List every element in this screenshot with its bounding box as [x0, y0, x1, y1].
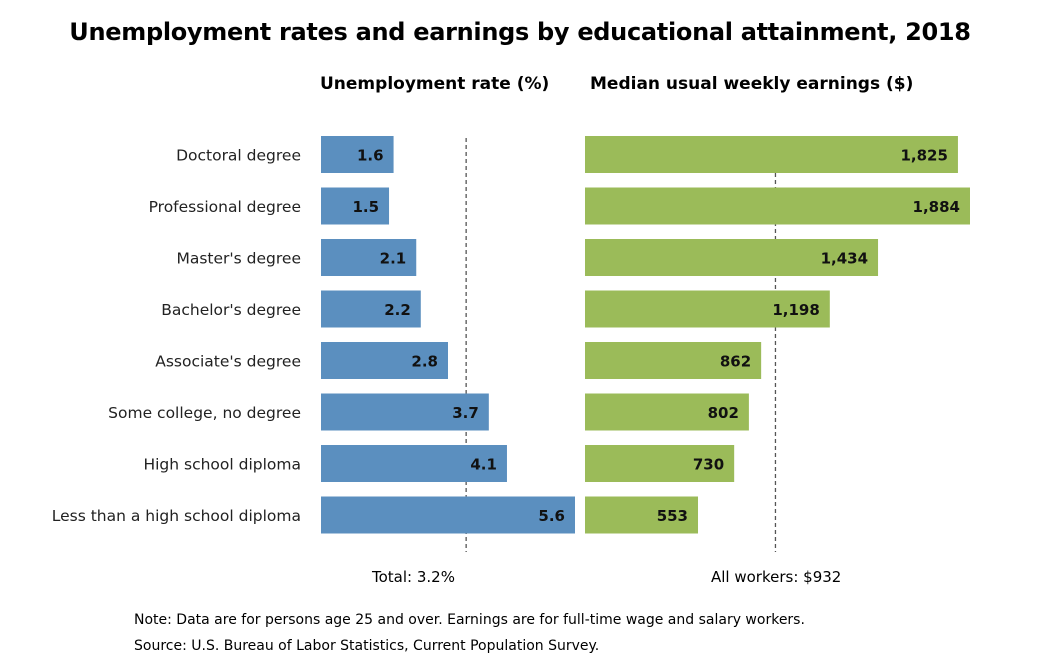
earnings-bar	[585, 239, 879, 276]
unemployment-value-label: 5.6	[538, 507, 565, 525]
earnings-value-label: 862	[720, 353, 751, 371]
earnings-bar	[585, 496, 699, 534]
earnings-value-label: 1,198	[772, 301, 819, 319]
category-label: Some college, no degree	[108, 404, 301, 422]
unemployment-bar	[321, 445, 507, 482]
unemployment-bar	[321, 187, 390, 225]
unemployment-bar	[321, 496, 575, 534]
earnings-bar	[585, 136, 958, 173]
unemployment-value-label: 1.6	[357, 147, 384, 165]
category-label: Professional degree	[149, 198, 301, 216]
earnings-bar	[585, 342, 762, 379]
unemployment-bar	[321, 239, 417, 276]
unemployment-value-label: 2.8	[411, 353, 438, 371]
earnings-value-label: 1,434	[821, 250, 868, 268]
unemployment-panel-title: Unemployment rate (%)	[320, 74, 550, 94]
earnings-value-label: 730	[693, 456, 724, 474]
unemployment-bar	[321, 290, 421, 328]
unemployment-value-label: 4.1	[470, 456, 497, 474]
category-label: High school diploma	[143, 456, 301, 474]
earnings-panel-title: Median usual weekly earnings ($)	[590, 74, 914, 94]
unemployment-value-label: 2.2	[384, 301, 411, 319]
category-label: Associate's degree	[155, 353, 301, 371]
category-label: Less than a high school diploma	[52, 507, 301, 525]
unemployment-bar	[321, 393, 489, 431]
unemployment-value-label: 1.5	[352, 198, 379, 216]
earnings-bar	[585, 290, 830, 328]
earnings-reference-label: All workers: $932	[711, 568, 842, 586]
chart-title: Unemployment rates and earnings by educa…	[69, 18, 971, 46]
unemployment-bar	[321, 342, 448, 379]
earnings-value-label: 1,825	[900, 147, 947, 165]
earnings-value-label: 1,884	[913, 198, 960, 216]
earnings-bar	[585, 187, 970, 225]
unemployment-reference-label: Total: 3.2%	[372, 568, 455, 586]
category-label: Doctoral degree	[176, 147, 301, 165]
earnings-value-label: 802	[708, 404, 739, 422]
earnings-value-label: 553	[657, 507, 688, 525]
category-label: Master's degree	[176, 250, 301, 268]
note-text: Note: Data are for persons age 25 and ov…	[134, 612, 805, 628]
category-label: Bachelor's degree	[161, 301, 301, 319]
unemployment-value-label: 2.1	[380, 250, 407, 268]
unemployment-bar	[321, 136, 394, 173]
source-text: Source: U.S. Bureau of Labor Statistics,…	[134, 638, 600, 654]
unemployment-value-label: 3.7	[452, 404, 479, 422]
earnings-bar	[585, 445, 735, 482]
earnings-bar	[585, 393, 749, 431]
